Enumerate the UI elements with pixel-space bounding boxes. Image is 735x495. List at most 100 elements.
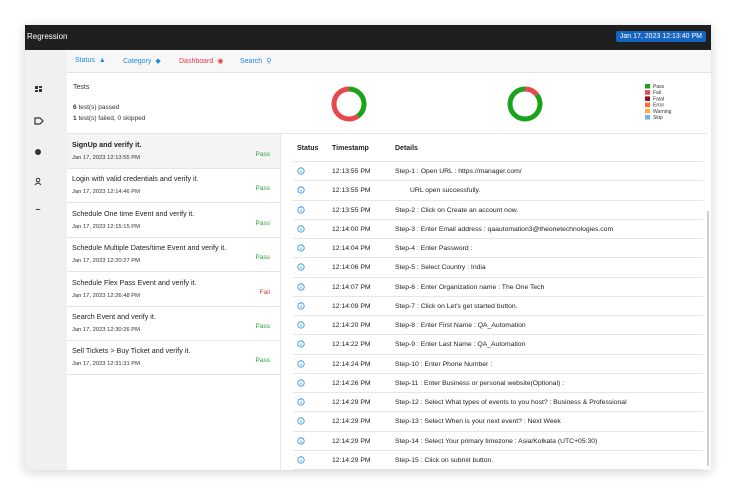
info-circle xyxy=(297,263,305,271)
info-icon xyxy=(297,456,305,464)
info-circle xyxy=(297,340,305,348)
nav-label: Dashboard xyxy=(179,58,214,65)
column-header: Timestamp xyxy=(332,145,369,152)
info-icon xyxy=(297,244,305,252)
step-row: 12:14:29 PM Step-15 : Click on submit but… xyxy=(293,449,703,470)
step-time: 12:14:29 PM xyxy=(332,456,371,464)
test-item[interactable]: Schedule Multiple Dates/time Event and v… xyxy=(67,237,280,273)
legend-swatch xyxy=(645,84,650,89)
test-item[interactable]: Schedule Flex Pass Event and verify it. J… xyxy=(67,272,280,307)
nav-item[interactable]: Search ⚲ xyxy=(240,57,271,65)
test-status: Pass xyxy=(255,357,270,365)
dashboard-panel: Tests 6 test(s) passed 1 test(s) failed,… xyxy=(67,73,707,134)
info-circle xyxy=(297,417,305,425)
settings-icon[interactable] xyxy=(35,149,41,155)
test-item[interactable]: SignUp and verify it. Jan 17, 2023 12:13:… xyxy=(67,134,280,169)
nav-item[interactable]: Category ◆ xyxy=(123,57,161,65)
step-time: 12:14:09 PM xyxy=(332,302,371,310)
info-icon xyxy=(297,417,305,425)
step-time: 12:14:29 PM xyxy=(332,418,371,426)
nav-bar: Status ▲ Category ◆ Dashboard ◉ Search ⚲ xyxy=(67,50,711,73)
step-time: 12:14:22 PM xyxy=(332,341,371,349)
info-icon xyxy=(297,340,305,348)
step-detail: Step-12 : Select What types of events to… xyxy=(395,399,627,406)
info-icon xyxy=(297,398,305,406)
step-time: 12:14:07 PM xyxy=(332,283,371,291)
step-row: 12:14:24 PM Step-10 : Enter Phone Number … xyxy=(293,353,703,374)
legend-label: Warning xyxy=(653,109,672,115)
scrollbar[interactable] xyxy=(707,211,709,466)
step-detail: Step-1 : Open URL : https://manager.com/ xyxy=(395,168,522,175)
dashboard-icon[interactable] xyxy=(35,86,38,89)
step-detail: Step-15 : Click on submit button. xyxy=(395,456,494,464)
step-time: 12:14:29 PM xyxy=(332,437,371,445)
chart-icon[interactable] xyxy=(33,208,43,218)
step-row: 12:14:26 PM Step-11 : Enter Business or p… xyxy=(293,372,703,393)
step-detail: Step-11 : Enter Business or personal web… xyxy=(395,379,565,387)
step-row: 12:14:04 PM Step-4 : Enter Password : xyxy=(293,238,703,258)
info-icon xyxy=(297,282,305,291)
nav-icon: ⚲ xyxy=(266,58,272,65)
info-icon xyxy=(297,436,305,445)
test-time: Jan 17, 2023 12:30:26 PM xyxy=(72,327,141,333)
test-status: Pass xyxy=(255,254,270,262)
test-item[interactable]: Sell Tickets > Buy Ticket and verify it.… xyxy=(67,340,280,376)
legend-swatch xyxy=(645,96,650,101)
test-item[interactable]: Schedule One time Event and verify it. Ja… xyxy=(67,203,280,238)
test-status: Pass xyxy=(255,185,270,193)
nav-item[interactable]: Dashboard ◉ xyxy=(179,57,223,65)
legend-label: Fatal xyxy=(653,96,664,102)
step-row: 12:14:06 PM Step-5 : Select Country : Ind… xyxy=(293,257,703,277)
nav-item[interactable]: Status ▲ xyxy=(75,57,106,64)
passed-text: test(s) passed xyxy=(78,104,120,111)
passed-summary: 6 test(s) passed xyxy=(73,104,119,111)
test-item[interactable]: Search Event and verify it. Jan 17, 2023 … xyxy=(67,306,280,341)
report-window: Regression Jan 17, 2023 12:13:40 PM Stat… xyxy=(25,25,711,470)
donut-segment xyxy=(331,86,367,122)
step-detail: URL open successfully. xyxy=(410,187,481,195)
test-time: Jan 17, 2023 12:26:48 PM xyxy=(72,292,141,299)
step-detail: Step-9 : Enter Last Name : QA_Automation xyxy=(395,341,526,349)
legend-label: Pass xyxy=(653,84,665,90)
report-timestamp: Jan 17, 2023 12:13:40 PM xyxy=(615,31,706,42)
test-name: Schedule Flex Pass Event and verify it. xyxy=(72,277,197,287)
test-status: Pass xyxy=(255,219,270,227)
step-detail: Step-4 : Enter Password : xyxy=(395,245,473,252)
tests-title: Tests xyxy=(73,84,90,91)
passed-count: 6 xyxy=(73,104,77,111)
failed-count: 1 xyxy=(73,115,77,122)
info-icon xyxy=(297,167,305,175)
step-time: 12:14:20 PM xyxy=(332,322,371,329)
test-time: Jan 17, 2023 12:13:55 PM xyxy=(72,155,141,161)
info-icon xyxy=(297,302,305,310)
test-time: Jan 17, 2023 12:31:31 PM xyxy=(72,361,141,368)
step-row: 12:13:55 PM Step-1 : Open URL : https://m… xyxy=(293,161,703,181)
test-status: Fail xyxy=(259,288,270,296)
step-detail: Step-2 : Click on Create an account now. xyxy=(395,206,519,214)
step-table: Status Timestamp Details 12:13:55 PM Step-1 … xyxy=(281,134,711,470)
nav-label: Category xyxy=(123,58,152,65)
test-name: Schedule One time Event and verify it. xyxy=(72,208,195,218)
step-time: 12:13:55 PM xyxy=(332,187,371,195)
step-detail: Step-3 : Enter Email address : qaautomat… xyxy=(395,225,614,233)
info-icon xyxy=(297,359,305,368)
legend-label: Fail xyxy=(653,90,661,96)
info-circle xyxy=(297,398,305,406)
info-circle xyxy=(297,456,305,464)
step-row: 12:14:00 PM Step-3 : Enter Email address … xyxy=(293,218,703,239)
user-icon[interactable] xyxy=(35,177,41,183)
step-row: 12:14:09 PM Step-7 : Click on Let's get s… xyxy=(293,295,703,316)
info-icon xyxy=(297,379,305,387)
info-circle xyxy=(297,186,305,194)
tag-icon[interactable] xyxy=(34,117,44,125)
legend-swatch xyxy=(645,102,650,108)
step-time: 12:14:00 PM xyxy=(332,225,371,233)
test-name: Search Event and verify it. xyxy=(72,312,156,321)
step-time: 12:14:26 PM xyxy=(332,379,371,387)
step-detail: Step-13 : Select When is your next event… xyxy=(395,418,561,426)
nav-label: Status xyxy=(75,57,95,64)
step-detail: Step-8 : Enter First Name : QA_Automatio… xyxy=(395,322,526,329)
step-time: 12:13:55 PM xyxy=(332,206,371,214)
step-row: 12:14:22 PM Step-9 : Enter Last Name : QA… xyxy=(293,334,703,354)
test-item[interactable]: Login with valid credentials and verify … xyxy=(67,168,280,204)
